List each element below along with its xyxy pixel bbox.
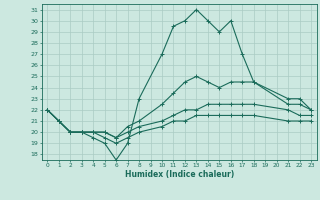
X-axis label: Humidex (Indice chaleur): Humidex (Indice chaleur) bbox=[124, 170, 234, 179]
